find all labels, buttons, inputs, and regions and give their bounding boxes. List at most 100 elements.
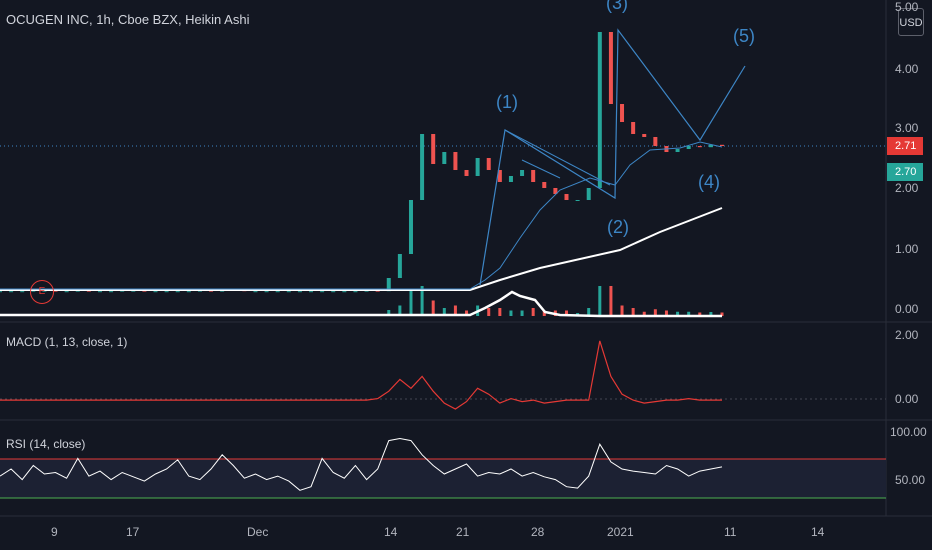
volume-bar bbox=[676, 311, 680, 316]
volume-bar bbox=[598, 286, 602, 316]
price-candle bbox=[297, 291, 302, 293]
price-candle bbox=[553, 188, 558, 194]
price-candle bbox=[720, 144, 724, 146]
ma-short-line bbox=[0, 141, 723, 290]
rsi-line bbox=[0, 437, 723, 491]
price-candle bbox=[686, 146, 691, 149]
volume-bar bbox=[465, 310, 469, 316]
price-candle bbox=[153, 291, 158, 293]
price-candle bbox=[142, 290, 147, 292]
volume-bar bbox=[664, 310, 668, 316]
price-candle bbox=[564, 194, 569, 200]
volume-bar bbox=[620, 305, 624, 316]
time-tick: 11 bbox=[724, 525, 737, 539]
price-tick: 4.00 bbox=[895, 62, 919, 76]
time-tick: 17 bbox=[126, 525, 140, 539]
price-candle bbox=[9, 291, 14, 293]
price-candle bbox=[575, 200, 580, 201]
macd-tick: 0.00 bbox=[895, 392, 919, 406]
price-candle bbox=[442, 152, 447, 164]
volume-bar bbox=[720, 312, 724, 316]
price-tick: 5.00 bbox=[895, 0, 919, 14]
price-candle bbox=[486, 158, 491, 170]
macd-line bbox=[0, 340, 722, 410]
volume-bar bbox=[698, 312, 702, 316]
volume-bar bbox=[542, 310, 546, 316]
price-candle bbox=[197, 290, 202, 292]
price-candle bbox=[86, 290, 91, 292]
last-price-tag: 2.71 bbox=[887, 137, 923, 155]
time-tick: 21 bbox=[456, 525, 470, 539]
time-tick: 9 bbox=[51, 525, 58, 539]
time-tick: Dec bbox=[247, 525, 269, 539]
volume-ma-line bbox=[0, 290, 722, 318]
triangle-lines bbox=[504, 129, 611, 186]
volume-bar bbox=[387, 310, 391, 316]
price-candle bbox=[309, 291, 314, 293]
volume-bar bbox=[453, 305, 457, 316]
price-candle bbox=[120, 290, 125, 292]
price-candle bbox=[175, 291, 180, 293]
elliott-wave-lines bbox=[479, 28, 746, 286]
volume-bar bbox=[442, 308, 446, 316]
price-candle bbox=[209, 290, 214, 292]
price-candle bbox=[253, 291, 258, 293]
price-candle bbox=[531, 170, 536, 182]
time-tick: 2021 bbox=[607, 525, 634, 539]
time-tick: 28 bbox=[531, 525, 545, 539]
volume-bar bbox=[642, 311, 646, 316]
price-candle bbox=[397, 254, 402, 278]
currency-button[interactable]: USD bbox=[898, 8, 924, 36]
price-candle bbox=[408, 200, 413, 254]
volume-bar bbox=[564, 310, 568, 316]
volume-bar bbox=[509, 310, 513, 316]
price-tick: 0.00 bbox=[895, 302, 919, 316]
rsi-tick: 100.00 bbox=[890, 425, 927, 439]
time-tick: 14 bbox=[384, 525, 398, 539]
price-candle bbox=[331, 291, 336, 293]
price-candle bbox=[53, 290, 58, 292]
volume-bar bbox=[431, 300, 435, 316]
price-candle bbox=[586, 188, 591, 200]
volume-bar bbox=[587, 308, 591, 316]
time-tick: 14 bbox=[811, 525, 825, 539]
wave-label-3: (3) bbox=[606, 0, 628, 13]
price-candle bbox=[342, 291, 347, 293]
price-candle bbox=[131, 290, 136, 292]
price-candle bbox=[697, 146, 702, 148]
price-candle bbox=[520, 170, 525, 176]
volume-bar bbox=[498, 308, 502, 316]
price-candle bbox=[642, 134, 647, 137]
rsi-label: RSI (14, close) bbox=[6, 437, 86, 451]
earnings-marker[interactable]: E bbox=[30, 280, 54, 304]
price-candle bbox=[597, 32, 602, 188]
price-candle bbox=[431, 134, 436, 164]
price-candle bbox=[286, 291, 291, 293]
price-candle bbox=[264, 291, 269, 293]
volume-bar bbox=[709, 312, 713, 316]
price-candle bbox=[386, 278, 391, 292]
close-price-tag: 2.70 bbox=[887, 163, 923, 181]
price-candle bbox=[508, 176, 513, 182]
price-candle bbox=[275, 291, 280, 293]
wave-label-4: (4) bbox=[698, 172, 720, 192]
price-candle bbox=[20, 291, 25, 293]
price-candle bbox=[631, 122, 636, 134]
price-candle bbox=[653, 137, 658, 146]
price-candle bbox=[497, 170, 502, 182]
price-candle bbox=[608, 32, 613, 104]
wave-label-5: (5) bbox=[733, 26, 755, 46]
volume-bar bbox=[531, 308, 535, 316]
price-candle bbox=[453, 152, 458, 170]
price-candle bbox=[542, 182, 547, 188]
price-candle bbox=[0, 291, 2, 293]
price-candle bbox=[97, 291, 102, 293]
price-tick: 3.00 bbox=[895, 121, 919, 135]
price-candle bbox=[708, 144, 713, 148]
price-candle bbox=[675, 149, 680, 152]
volume-bar bbox=[687, 311, 691, 316]
price-candle bbox=[220, 290, 225, 292]
rsi-tick: 50.00 bbox=[895, 473, 926, 487]
price-candle bbox=[475, 158, 480, 176]
